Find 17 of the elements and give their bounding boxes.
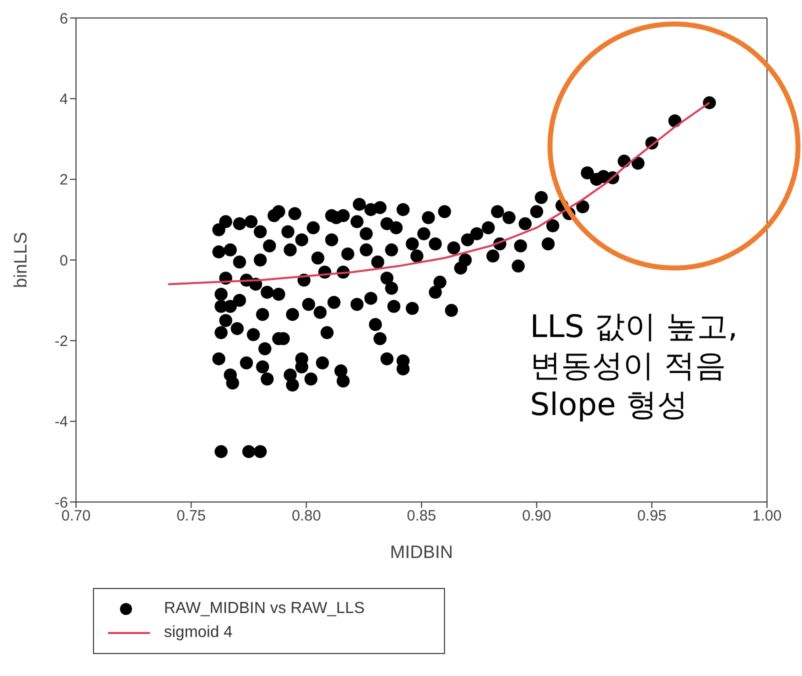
annotation: LLS 값이 높고, 변동성이 적음 Slope 형성 (530, 308, 738, 425)
x-tick-label: 0.80 (292, 508, 321, 525)
y-tick-label: 0 (60, 252, 68, 270)
legend-label: sigmoid 4 (164, 624, 232, 642)
y-tick-label: -2 (54, 332, 68, 350)
x-tick-label: 1.00 (752, 508, 782, 525)
y-tick-label: -4 (54, 414, 68, 431)
y-axis-title: binLLS (10, 232, 30, 288)
x-tick-label: 0.90 (522, 508, 552, 525)
legend-label: RAW_MIDBIN vs RAW_LLS (164, 600, 365, 618)
x-axis-title: MIDBIN (390, 542, 453, 562)
y-tick-label: 6 (60, 10, 68, 28)
y-tick-label: 4 (60, 90, 68, 108)
x-tick-label: 0.85 (406, 508, 436, 525)
x-tick-label: 0.95 (637, 508, 666, 525)
x-tick-label: 0.75 (176, 508, 206, 525)
y-tick-label: 2 (60, 172, 68, 189)
